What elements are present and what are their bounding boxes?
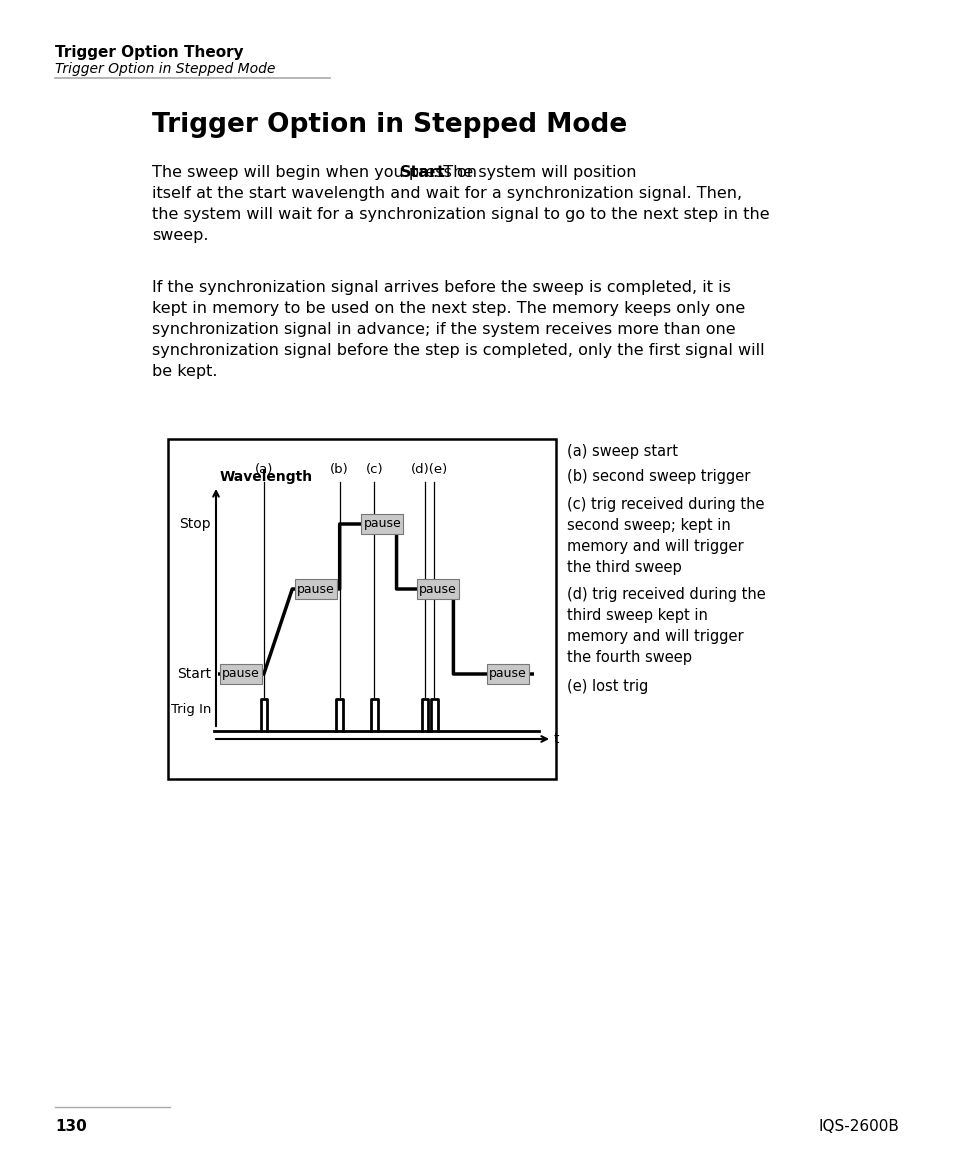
Text: synchronization signal before the step is completed, only the first signal will: synchronization signal before the step i… <box>152 343 763 358</box>
Text: synchronization signal in advance; if the system receives more than one: synchronization signal in advance; if th… <box>152 322 735 337</box>
Bar <box>486 664 528 684</box>
Text: (a) sweep start: (a) sweep start <box>566 444 678 459</box>
Text: pause: pause <box>489 668 526 680</box>
Text: Start: Start <box>399 165 445 180</box>
Bar <box>294 580 336 599</box>
Text: Start: Start <box>176 666 211 681</box>
Text: Stop: Stop <box>179 517 211 531</box>
Text: itself at the start wavelength and wait for a synchronization signal. Then,: itself at the start wavelength and wait … <box>152 185 741 201</box>
Text: (a): (a) <box>254 462 273 476</box>
Text: the system will wait for a synchronization signal to go to the next step in the: the system will wait for a synchronizati… <box>152 207 769 223</box>
Text: (b): (b) <box>330 462 349 476</box>
Text: pause: pause <box>363 518 401 531</box>
Text: t: t <box>554 732 558 746</box>
Text: Trigger Option in Stepped Mode: Trigger Option in Stepped Mode <box>55 61 275 76</box>
Text: (e) lost trig: (e) lost trig <box>566 679 648 694</box>
Text: Trigger Option in Stepped Mode: Trigger Option in Stepped Mode <box>152 112 626 138</box>
Text: IQS-2600B: IQS-2600B <box>818 1118 898 1134</box>
Bar <box>220 664 262 684</box>
Text: (c): (c) <box>365 462 383 476</box>
Text: kept in memory to be used on the next step. The memory keeps only one: kept in memory to be used on the next st… <box>152 301 744 316</box>
Text: Wavelength: Wavelength <box>220 471 313 484</box>
Text: pause: pause <box>222 668 259 680</box>
Text: The sweep will begin when you press on: The sweep will begin when you press on <box>152 165 481 180</box>
Bar <box>361 513 403 534</box>
Text: If the synchronization signal arrives before the sweep is completed, it is: If the synchronization signal arrives be… <box>152 280 730 296</box>
Text: (d) trig received during the
third sweep kept in
memory and will trigger
the fou: (d) trig received during the third sweep… <box>566 586 765 665</box>
Text: Trigger Option Theory: Trigger Option Theory <box>55 45 243 60</box>
Text: be kept.: be kept. <box>152 364 217 379</box>
Text: (c) trig received during the
second sweep; kept in
memory and will trigger
the t: (c) trig received during the second swee… <box>566 497 763 575</box>
Text: (b) second sweep trigger: (b) second sweep trigger <box>566 469 750 484</box>
Text: 130: 130 <box>55 1118 87 1134</box>
Text: Trig In: Trig In <box>171 704 211 716</box>
Bar <box>168 439 556 779</box>
Text: . The system will position: . The system will position <box>433 165 636 180</box>
Text: sweep.: sweep. <box>152 228 209 243</box>
Text: pause: pause <box>296 583 335 596</box>
Bar <box>416 580 458 599</box>
Text: (d)(e): (d)(e) <box>411 462 448 476</box>
Text: pause: pause <box>418 583 456 596</box>
